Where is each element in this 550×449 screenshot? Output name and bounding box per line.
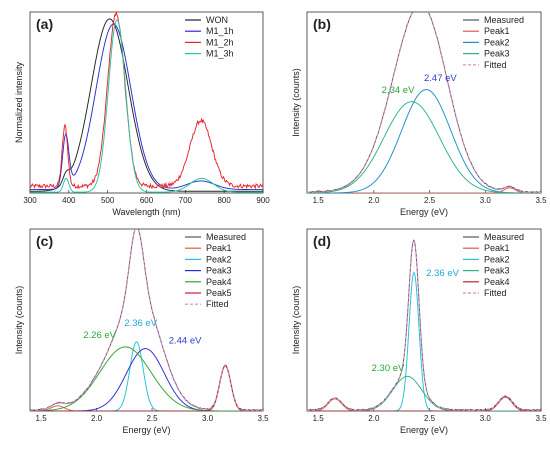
legend-entry: WON xyxy=(206,15,228,25)
chart-panel-3: 1.5 2.0 2.5 3.0 3.5 Energy (eV) Intensity (cou… xyxy=(14,228,269,435)
legend-entry: Peak4 xyxy=(206,277,232,287)
legend-entry: Peak3 xyxy=(206,266,232,276)
peak-annotation: 2.34 eV xyxy=(382,85,415,96)
series-line-peak2 xyxy=(307,271,541,411)
peak-annotation: 2.36 eV xyxy=(426,268,459,279)
series-line-peak3 xyxy=(30,348,263,411)
x-tick-label: 900 xyxy=(256,196,270,205)
series-line-fitted xyxy=(30,229,263,411)
legend-entry: Peak4 xyxy=(484,277,510,287)
series-line-m1-1h xyxy=(30,23,263,191)
panel-label: (a) xyxy=(36,16,53,32)
legend-entry: Peak2 xyxy=(206,254,232,264)
legend-entry: Fitted xyxy=(484,288,507,298)
legend-entry: Peak1 xyxy=(206,243,232,253)
x-tick-label: 2.5 xyxy=(146,414,158,423)
peak-annotation: 2.36 eV xyxy=(124,318,157,329)
series-line-peak1 xyxy=(30,405,263,411)
y-axis-label: Normalized intensity xyxy=(14,61,24,143)
x-tick-label: 3.5 xyxy=(535,414,547,423)
chart-panel-2: 1.5 2.0 2.5 3.0 3.5 Energy (eV) Intensity (cou… xyxy=(291,11,547,217)
series-line-peak3 xyxy=(307,375,541,411)
x-tick-label: 2.5 xyxy=(424,414,436,423)
series-line-peak2 xyxy=(30,341,263,411)
series-line-won xyxy=(30,18,263,192)
legend-entry: Measured xyxy=(484,232,524,242)
series-line-peak2 xyxy=(307,89,541,193)
legend-entry: Peak3 xyxy=(484,266,510,276)
y-axis-label: Intensity (counts) xyxy=(291,286,301,355)
peak-annotation: 2.26 eV xyxy=(83,330,116,341)
x-tick-label: 3.5 xyxy=(535,196,547,205)
series-line-peak5 xyxy=(30,365,263,411)
x-tick-label: 3.0 xyxy=(480,414,492,423)
peak-annotation: 2.30 eV xyxy=(372,363,405,374)
panel-label: (c) xyxy=(36,233,53,249)
x-axis-label: Energy (eV) xyxy=(122,425,170,435)
y-axis-label: Intensity (counts) xyxy=(14,286,24,355)
legend-entry: M1_3h xyxy=(206,49,234,59)
legend-entry: M1_2h xyxy=(206,37,234,47)
legend-entry: Fitted xyxy=(484,60,507,70)
series-line-m1-2h xyxy=(30,12,263,190)
legend-entry: Measured xyxy=(206,232,246,242)
x-tick-label: 700 xyxy=(179,196,193,205)
series-line-measured xyxy=(307,239,541,411)
chart-panel-4: 1.5 2.0 2.5 3.0 3.5 Energy (eV) Intensity (cou… xyxy=(291,228,547,435)
legend-entry: Peak1 xyxy=(484,243,510,253)
x-axis-label: Energy (eV) xyxy=(400,207,448,217)
series-line-peak1 xyxy=(307,398,541,411)
x-tick-label: 3.0 xyxy=(480,196,492,205)
x-tick-label: 3.5 xyxy=(257,414,269,423)
legend-entry: Peak2 xyxy=(484,254,510,264)
series-line-fitted xyxy=(307,239,541,411)
x-tick-label: 3.0 xyxy=(202,414,214,423)
panel-label: (d) xyxy=(313,233,331,249)
series-line-peak3 xyxy=(307,101,541,193)
legend-entry: Measured xyxy=(484,15,524,25)
x-tick-label: 2.0 xyxy=(368,414,380,423)
series-line-fitted xyxy=(307,12,541,193)
panel-label: (b) xyxy=(313,16,331,32)
x-tick-label: 1.5 xyxy=(36,414,48,423)
y-axis-label: Intensity (counts) xyxy=(291,68,301,137)
x-tick-label: 500 xyxy=(101,196,115,205)
x-tick-label: 2.5 xyxy=(424,196,436,205)
x-axis-label: Energy (eV) xyxy=(400,425,448,435)
legend-entry: Fitted xyxy=(206,299,229,309)
legend-entry: Peak1 xyxy=(484,26,510,36)
x-axis-label: Wavelength (nm) xyxy=(112,207,180,217)
peak-annotation: 2.44 eV xyxy=(169,335,202,346)
x-tick-label: 300 xyxy=(23,196,37,205)
legend-entry: M1_1h xyxy=(206,26,234,36)
series-line-peak4 xyxy=(307,396,541,411)
x-tick-label: 2.0 xyxy=(91,414,103,423)
x-tick-label: 1.5 xyxy=(313,196,325,205)
x-tick-label: 800 xyxy=(217,196,231,205)
series-line-m1-3h xyxy=(30,19,263,193)
x-tick-label: 1.5 xyxy=(313,414,325,423)
legend-entry: Peak3 xyxy=(484,49,510,59)
x-tick-label: 600 xyxy=(140,196,154,205)
series-line-peak4 xyxy=(30,346,263,411)
legend-entry: Peak5 xyxy=(206,288,232,298)
chart-panel-1: 300 400 500 600 700 800 900 Wavelength (nm) Norm… xyxy=(14,11,270,217)
series-line-peak1 xyxy=(307,187,541,193)
x-tick-label: 400 xyxy=(62,196,76,205)
x-tick-label: 2.0 xyxy=(368,196,380,205)
legend-entry: Peak2 xyxy=(484,37,510,47)
peak-annotation: 2.47 eV xyxy=(424,73,457,84)
